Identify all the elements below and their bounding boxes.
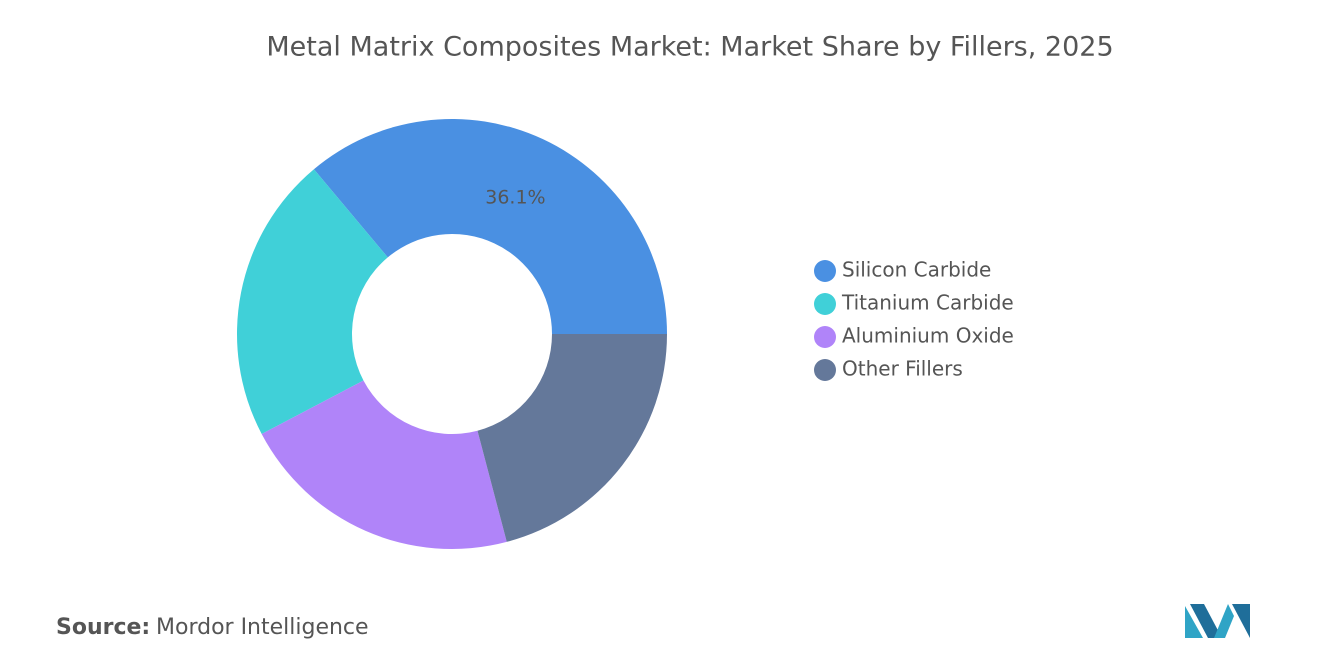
- legend-marker: [814, 359, 836, 381]
- legend-marker: [814, 260, 836, 282]
- donut-slice: [236, 169, 388, 435]
- donut-slice: [313, 118, 667, 334]
- legend-marker: [814, 326, 836, 348]
- legend-label: Aluminium Oxide: [842, 324, 1014, 348]
- legend-label: Silicon Carbide: [842, 258, 991, 282]
- source-text: Mordor Intelligence: [156, 615, 369, 640]
- legend-label: Other Fillers: [842, 357, 963, 381]
- value-label: 36.1%: [485, 187, 545, 209]
- logo: [1185, 604, 1250, 638]
- legend-marker: [814, 293, 836, 315]
- source-label: Source:: [56, 615, 150, 640]
- donut-slice: [261, 380, 507, 550]
- legend-label: Titanium Carbide: [841, 291, 1014, 315]
- chart-title: Metal Matrix Composites Market: Market S…: [266, 32, 1113, 63]
- donut-slice: [477, 334, 667, 542]
